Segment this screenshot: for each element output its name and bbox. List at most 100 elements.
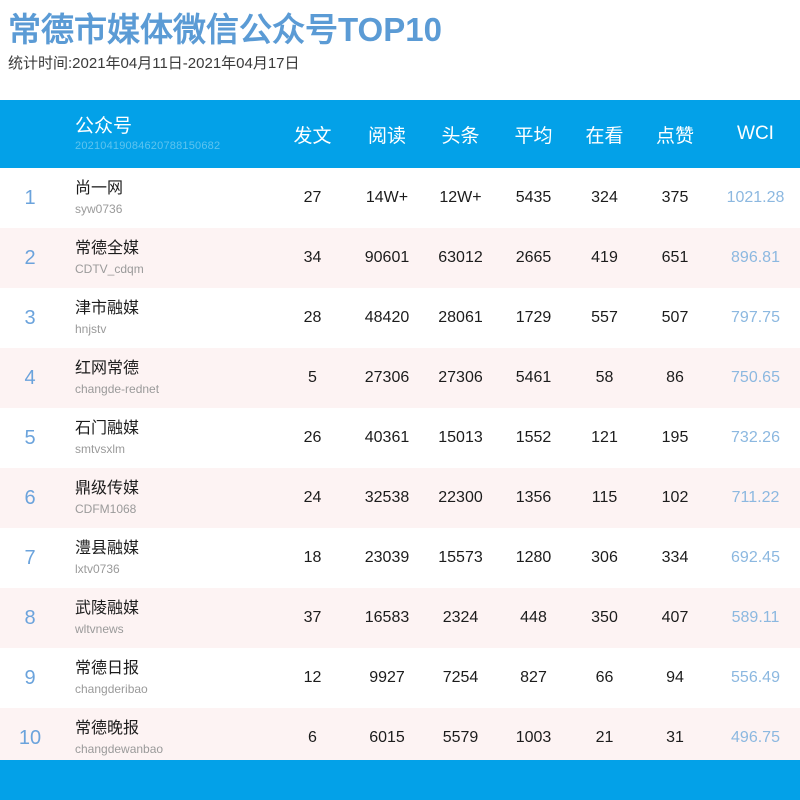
column-header-topline: 头条 [441,125,480,147]
account-name: 常德日报 [75,660,140,677]
cell-account[interactable]: 石门融媒 smtvsxlm [60,419,275,457]
cell-account[interactable]: 鼎级传媒 CDFM1068 [60,479,275,517]
cell-topline: 15573 [438,549,483,566]
cell-read: 40361 [364,429,410,446]
cell-rank: 8 [24,606,36,629]
cell-rank: 2 [24,246,36,269]
cell-wci: 496.75 [731,729,780,746]
cell-topline: 22300 [438,489,483,506]
cell-account[interactable]: 澧县融媒 lxtv0736 [60,539,275,577]
cell-account[interactable]: 尚一网 syw0736 [60,179,275,217]
cell-wci: 556.49 [731,669,780,686]
cell-account[interactable]: 常德日报 changderibao [60,659,275,697]
cell-likes: 102 [661,489,689,506]
table-row[interactable]: 6 鼎级传媒 CDFM1068 24 32538 22300 1356 115 102 711.2… [0,468,800,528]
cell-topline: 27306 [438,369,483,386]
cell-average: 448 [520,609,547,626]
account-name: 鼎级传媒 [75,480,140,497]
column-header-account-label: 公众号 [75,115,133,137]
cell-read: 23039 [364,549,410,566]
cell-account[interactable]: 常德全媒 CDTV_cdqm [60,239,275,277]
cell-likes: 407 [661,609,689,626]
account-name: 常德晚报 [75,720,140,737]
account-name: 澧县融媒 [75,540,140,557]
title-block: 常德市媒体微信公众号TOP10 统计时间:2021年04月11日-2021年04… [0,0,800,75]
cell-topline: 5579 [442,729,479,746]
cell-average: 1356 [515,489,552,506]
cell-likes: 86 [666,369,684,386]
cell-account[interactable]: 津市融媒 hnjstv [60,299,275,337]
cell-posts: 37 [303,609,322,626]
cell-account[interactable]: 常德晚报 changdewanbao [60,719,275,757]
cell-wci: 1021.28 [726,189,785,206]
cell-posts: 28 [303,309,322,326]
cell-watching: 66 [595,669,614,686]
cell-watching: 21 [595,729,614,746]
table-row[interactable]: 5 石门融媒 smtvsxlm 26 40361 15013 1552 121 195 732.2… [0,408,800,468]
cell-wci: 711.22 [731,489,780,506]
cell-average: 827 [520,669,547,686]
cell-average: 2665 [515,249,552,266]
cell-watching: 58 [595,369,614,386]
cell-read: 32538 [364,489,410,506]
account-name: 石门融媒 [75,420,140,437]
cell-wci: 797.75 [731,309,780,326]
cell-posts: 34 [303,249,322,266]
cell-likes: 651 [661,249,689,266]
account-name: 津市融媒 [75,300,140,317]
cell-wci: 750.65 [731,369,780,386]
cell-average: 5435 [515,189,552,206]
ranking-table: 公众号 20210419084620788150682 发文 阅读 头条 平均 … [0,100,800,768]
account-id: changderibao [75,682,148,696]
column-header-account: 公众号 20210419084620788150682 [60,117,275,152]
cell-topline: 28061 [438,309,483,326]
cell-account[interactable]: 红网常德 changde-rednet [60,359,275,397]
cell-likes: 334 [661,549,689,566]
cell-posts: 18 [303,549,322,566]
page-title: 常德市媒体微信公众号TOP10 [8,11,442,48]
account-id: changde-rednet [75,382,160,396]
cell-account[interactable]: 武陵融媒 wltvnews [60,599,275,637]
cell-rank: 6 [24,486,36,509]
cell-watching: 115 [591,489,618,506]
table-row[interactable]: 9 常德日报 changderibao 12 9927 7254 827 66 94 556.49 [0,648,800,708]
table-body: 1 尚一网 syw0736 27 14W+ 12W+ 5435 324 375 1021.28 2 常… [0,168,800,768]
cell-rank: 7 [24,546,36,569]
cell-topline: 63012 [438,249,483,266]
cell-read: 90601 [364,249,410,266]
cell-posts: 5 [308,369,317,386]
cell-wci: 896.81 [731,249,780,266]
cell-average: 1552 [515,429,552,446]
table-row[interactable]: 3 津市融媒 hnjstv 28 48420 28061 1729 557 507 797.75 [0,288,800,348]
table-row[interactable]: 7 澧县融媒 lxtv0736 18 23039 15573 1280 306 334 692.4… [0,528,800,588]
cell-read: 6015 [369,729,405,746]
table-row[interactable]: 10 常德晚报 changdewanbao 6 6015 5579 1003 21 31 496.… [0,708,800,768]
account-id: CDTV_cdqm [75,262,144,276]
cell-rank: 9 [24,666,36,689]
table-row[interactable]: 4 红网常德 changde-rednet 5 27306 27306 5461 58 86 75… [0,348,800,408]
table-row[interactable]: 1 尚一网 syw0736 27 14W+ 12W+ 5435 324 375 1021.28 [0,168,800,228]
cell-posts: 27 [303,189,322,206]
cell-watching: 306 [591,549,618,566]
account-id: lxtv0736 [75,562,120,576]
column-header-average: 平均 [514,125,553,147]
account-name: 红网常德 [75,360,140,377]
account-id: CDFM1068 [75,502,137,516]
table-row[interactable]: 2 常德全媒 CDTV_cdqm 34 90601 63012 2665 419 651 896.… [0,228,800,288]
cell-topline: 7254 [442,669,479,686]
cell-posts: 12 [303,669,322,686]
cell-read: 14W+ [365,189,409,206]
cell-average: 1280 [515,549,552,566]
cell-watching: 121 [591,429,618,446]
cell-average: 1729 [515,309,552,326]
cell-average: 1003 [515,729,552,746]
cell-wci: 692.45 [731,549,780,566]
table-row[interactable]: 8 武陵融媒 wltvnews 37 16583 2324 448 350 407 589.11 [0,588,800,648]
cell-likes: 195 [661,429,689,446]
account-id: changdewanbao [75,742,164,756]
column-header-watching: 在看 [585,125,624,147]
column-header-read: 阅读 [367,125,406,147]
account-name: 武陵融媒 [75,600,140,617]
account-name: 尚一网 [75,180,124,197]
